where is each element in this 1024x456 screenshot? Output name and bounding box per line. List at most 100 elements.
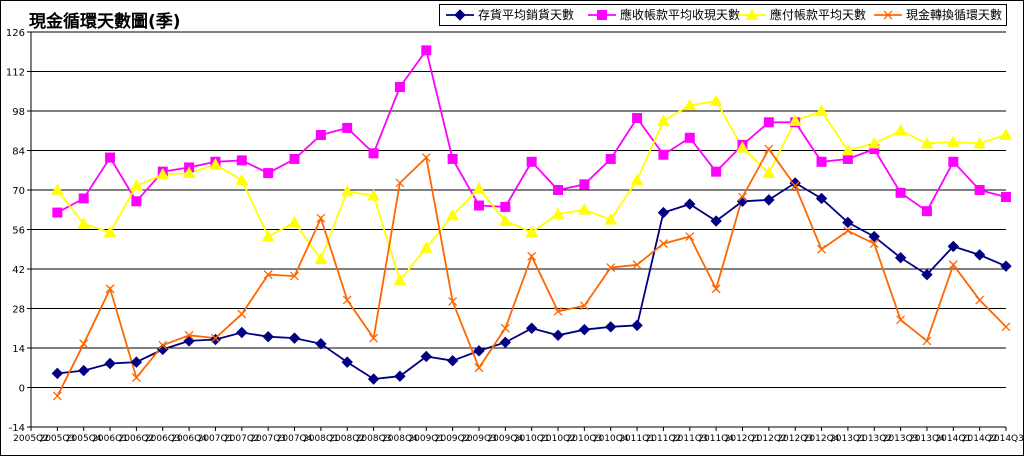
data-point-series-3 [788,114,802,126]
data-point-series-3 [525,225,539,238]
data-point-series-4 [817,244,827,254]
data-point-series-2 [421,45,432,56]
data-point-series-3 [314,252,328,265]
data-point-series-4 [764,144,774,154]
data-point-series-3 [393,273,407,286]
data-point-series-2 [579,179,590,190]
data-point-series-3 [867,136,881,149]
data-point-series-2 [131,196,142,207]
data-point-series-2 [1001,192,1011,203]
y-tick-label: 112 [6,68,25,79]
data-point-series-2 [658,149,669,160]
data-point-series-2 [342,122,353,133]
data-point-series-2 [684,132,695,143]
data-point-series-3 [999,128,1013,140]
data-point-series-3 [946,135,960,147]
x-tick-label: 2005Q2 [13,434,49,444]
legend-label: 應收帳款平均收現天數 [620,8,741,22]
data-point-series-1 [77,364,90,377]
data-point-series-2 [52,207,63,218]
x-tick-label: 2013Q4 [909,434,945,444]
data-point-series-1 [868,230,880,243]
data-point-series-1 [842,216,854,229]
data-point-series-4 [395,178,405,188]
series-markers [51,45,1013,401]
y-tick-label: 56 [12,226,25,237]
data-point-series-1 [130,356,143,368]
data-point-series-3 [498,214,512,226]
data-point-series-2 [921,206,932,217]
data-point-series-2 [473,200,484,211]
data-point-series-1 [578,323,591,336]
legend-swatch-3 [738,8,766,20]
data-point-series-1 [104,357,116,370]
data-point-series-4 [790,181,800,191]
data-point-series-4 [685,232,695,242]
x-tick-label: 2006Q3 [145,434,181,444]
x-tick-label: 2011Q1 [619,434,655,444]
data-point-series-2 [895,187,906,198]
data-point-series-2 [78,193,89,204]
data-point-series-2 [105,152,116,163]
data-point-series-2 [236,155,247,166]
data-point-series-2 [263,168,274,179]
data-point-series-2 [711,166,722,177]
y-tick-label: 42 [12,265,25,276]
axes [27,31,1007,431]
x-tick-label: 2010Q4 [593,434,629,444]
data-point-series-2 [315,129,326,140]
data-point-series-1 [315,338,327,350]
data-point-series-3 [894,124,907,136]
x-tick-label: 2006Q1 [92,434,128,444]
data-point-series-3 [736,141,749,153]
data-point-series-1 [446,354,459,367]
x-tick-label: 2014Q2 [962,434,998,444]
data-point-series-1 [288,332,301,344]
x-tick-label: 2005Q3 [39,434,75,444]
y-tick-label: 98 [12,107,25,118]
data-point-series-3 [604,213,618,225]
data-point-series-2 [605,153,616,164]
x-tick-label: 2007Q3 [250,434,286,444]
data-point-series-2 [974,185,985,195]
x-tick-label: 2012Q2 [751,434,787,444]
series-line-4 [56,147,1007,397]
data-point-series-4 [421,153,431,163]
data-point-series-1 [973,249,986,261]
data-point-series-4 [290,271,299,281]
x-tick-label: 2010Q2 [540,434,576,444]
data-point-series-1 [209,333,222,346]
data-point-series-1 [499,336,512,349]
data-point-series-3 [209,158,222,170]
data-point-series-4 [342,295,352,305]
data-point-series-2 [763,117,774,128]
series-line-3 [56,100,1007,283]
x-tick-label: 2013Q2 [856,434,892,444]
y-tick-label: 14 [12,344,25,355]
data-point-series-1 [236,326,248,339]
legend-marker-3 [745,8,759,20]
x-tick-label: 2007Q1 [198,434,234,444]
y-tick-label: 70 [12,186,25,197]
data-point-series-3 [340,184,354,197]
data-point-series-3 [288,215,301,228]
x-tick-label: 2006Q2 [119,434,155,444]
data-point-series-4 [869,239,879,249]
legend-swatch-2 [588,10,616,20]
x-tick-label: 2012Q3 [777,434,813,444]
data-point-series-3 [630,173,644,186]
data-point-series-1 [657,206,670,219]
data-point-series-1 [1000,260,1012,272]
data-point-series-2 [447,153,458,164]
data-point-series-1 [525,322,538,334]
data-point-series-1 [763,194,775,206]
data-point-series-4 [474,363,484,373]
data-point-series-3 [709,94,723,107]
series-line-2 [56,48,1007,214]
series-lines [56,48,1007,397]
data-point-series-3 [77,217,91,229]
data-point-series-1 [947,240,960,253]
x-tick-label: 2011Q3 [672,434,708,444]
